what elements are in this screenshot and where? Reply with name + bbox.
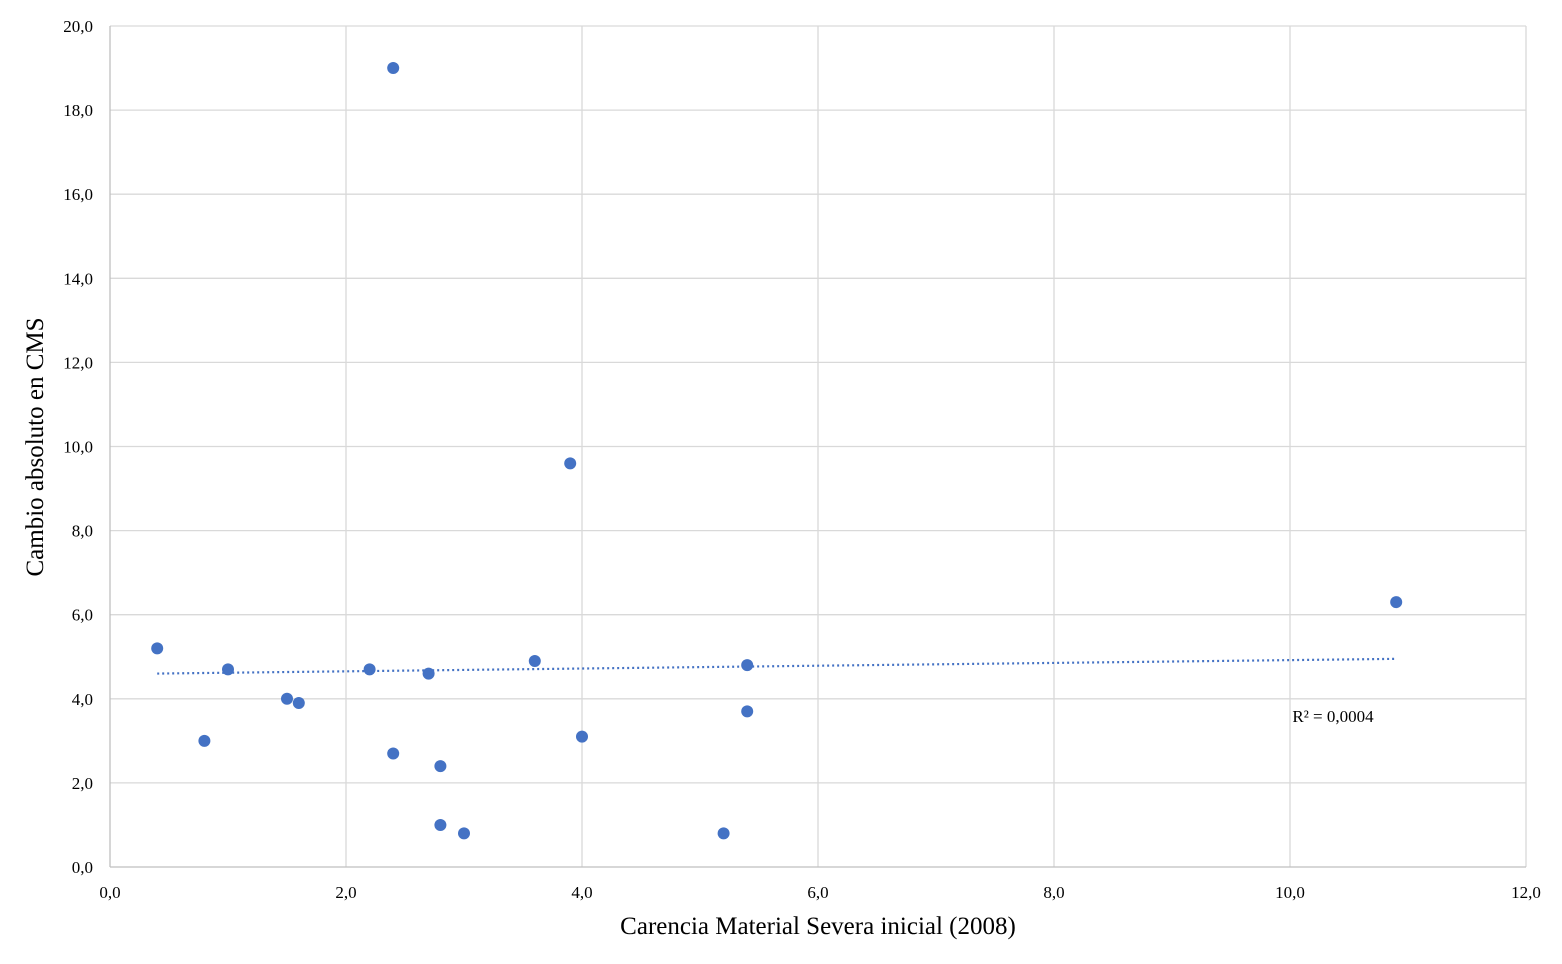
x-tick-label: 4,0 <box>571 883 592 902</box>
y-tick-label: 18,0 <box>63 101 93 120</box>
y-tick-label: 6,0 <box>72 606 93 625</box>
data-point <box>576 730 588 743</box>
y-tick-label: 12,0 <box>63 353 93 372</box>
data-point <box>422 667 435 680</box>
r-squared-label: R² = 0,0004 <box>1292 707 1374 726</box>
trendline <box>157 657 1397 675</box>
data-point <box>458 827 470 840</box>
x-tick-label: 10,0 <box>1275 883 1305 902</box>
data-point <box>387 62 400 75</box>
x-tick-label: 2,0 <box>335 883 356 902</box>
data-point <box>198 734 211 747</box>
data-point <box>741 659 754 672</box>
trendline-group <box>157 657 1397 675</box>
x-tick-label: 0,0 <box>99 883 120 902</box>
data-points <box>151 62 1403 840</box>
y-axis-title: Cambio absoluto en CMS <box>22 317 49 576</box>
y-tick-label: 10,0 <box>63 438 93 457</box>
y-tick-label: 0,0 <box>72 858 93 877</box>
y-tick-label: 8,0 <box>72 522 93 541</box>
x-tick-labels: 0,0 2,0 4,0 6,0 8,0 10,0 12,0 <box>99 883 1541 902</box>
x-axis-title: Carencia Material Severa inicial (2008) <box>620 913 1016 940</box>
y-tick-labels: 0,0 2,0 4,0 6,0 8,0 10,0 12,0 14,0 16,0 18,0 20,0 <box>63 17 93 877</box>
data-point <box>564 457 577 470</box>
data-point <box>222 663 234 676</box>
data-point <box>717 827 730 840</box>
gridlines <box>109 25 1527 868</box>
data-point <box>151 642 164 655</box>
data-point <box>434 760 447 773</box>
data-point <box>292 697 305 710</box>
data-point <box>528 654 541 667</box>
x-tick-label: 6,0 <box>807 883 828 902</box>
y-tick-label: 14,0 <box>63 269 93 288</box>
data-point <box>1390 596 1403 609</box>
annotations: R² = 0,0004 <box>1292 707 1374 726</box>
x-tick-label: 12,0 <box>1511 883 1541 902</box>
data-point <box>741 705 754 718</box>
data-point <box>387 747 400 760</box>
data-point <box>434 818 447 831</box>
y-tick-label: 4,0 <box>72 690 93 709</box>
x-tick-label: 8,0 <box>1043 883 1064 902</box>
data-point <box>363 663 376 676</box>
y-tick-label: 16,0 <box>63 185 93 204</box>
y-tick-label: 20,0 <box>63 17 93 36</box>
data-point <box>281 692 293 705</box>
y-tick-label: 2,0 <box>72 774 93 793</box>
